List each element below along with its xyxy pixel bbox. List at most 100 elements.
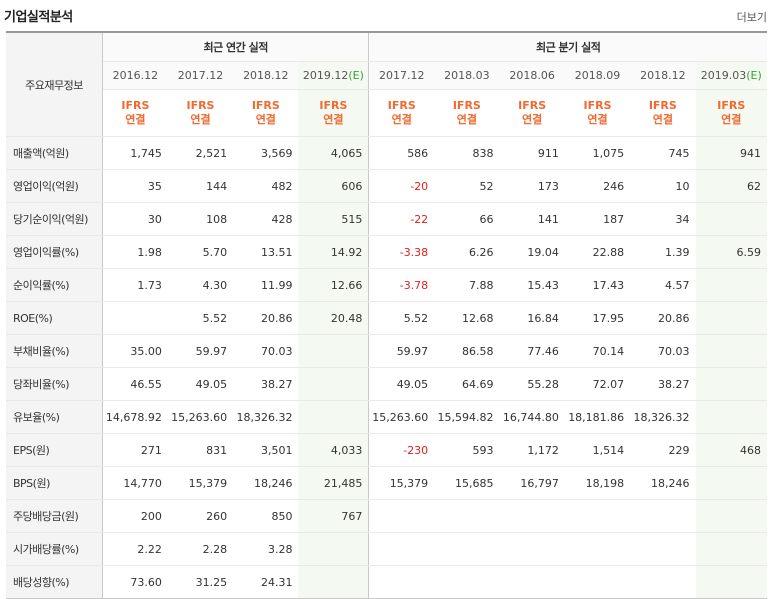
annual-value-cell: 46.55 bbox=[102, 367, 168, 401]
annual-value-cell bbox=[298, 400, 370, 434]
annual-value-cell: 606 bbox=[298, 169, 370, 203]
quarter-value-cell bbox=[695, 334, 767, 368]
annual-value-cell: 108 bbox=[167, 202, 234, 236]
annual-value-cell: 24.31 bbox=[233, 565, 299, 599]
quarter-value-cell bbox=[695, 565, 767, 599]
quarter-value-cell bbox=[499, 565, 565, 599]
quarter-value-cell bbox=[695, 499, 767, 533]
table-row: EPS(원) 271 831 3,501 4,033 -230 593 1,172 1,514 2… bbox=[6, 433, 767, 467]
quarter-value-cell bbox=[695, 400, 767, 434]
quarter-group-header: 최근 분기 실적 bbox=[368, 31, 767, 62]
annual-value-cell: 38.27 bbox=[233, 367, 299, 401]
annual-value-cell: 260 bbox=[167, 499, 234, 533]
row-label: EPS(원) bbox=[6, 433, 103, 467]
quarter-value-cell: 15.43 bbox=[499, 268, 565, 302]
annual-value-cell: 200 bbox=[102, 499, 168, 533]
quarter-value-cell: 4.57 bbox=[630, 268, 696, 302]
row-label: 매출액(억원) bbox=[6, 136, 103, 170]
ifrs-basis-label: IFRS 연결 bbox=[233, 89, 299, 137]
ifrs-basis-label: IFRS 연결 bbox=[434, 89, 500, 137]
quarter-value-cell: 62 bbox=[695, 169, 767, 203]
quarter-value-cell: 468 bbox=[695, 433, 767, 467]
annual-value-cell: 30 bbox=[102, 202, 168, 236]
quarter-value-cell: 18,246 bbox=[630, 466, 696, 500]
quarter-value-cell: 1.39 bbox=[630, 235, 696, 269]
quarter-value-cell bbox=[695, 466, 767, 500]
quarter-value-cell: 187 bbox=[564, 202, 631, 236]
annual-value-cell: 21,485 bbox=[298, 466, 370, 500]
row-label: 시가배당률(%) bbox=[6, 532, 103, 566]
quarter-value-cell: 22.88 bbox=[564, 235, 631, 269]
ifrs-basis-label: IFRS 연결 bbox=[368, 89, 435, 137]
label-header: 주요재무정보 bbox=[6, 31, 103, 137]
row-label: 주당배당금(원) bbox=[6, 499, 103, 533]
quarter-value-cell: 16,797 bbox=[499, 466, 565, 500]
quarter-value-cell: 15,379 bbox=[368, 466, 435, 500]
table-row: BPS(원) 14,770 15,379 18,246 21,485 15,379 15,6… bbox=[6, 466, 767, 500]
annual-value-cell: 70.03 bbox=[233, 334, 299, 368]
quarter-value-cell: 838 bbox=[434, 136, 500, 170]
annual-value-cell: 2.22 bbox=[102, 532, 168, 566]
quarter-value-cell: 173 bbox=[499, 169, 565, 203]
annual-period-header: 2018.12 bbox=[233, 61, 299, 90]
ifrs-basis-label: IFRS 연결 bbox=[167, 89, 234, 137]
section-header: 기업실적분석 더보기 bbox=[0, 0, 773, 30]
quarter-period-header: 2018.12 bbox=[630, 61, 696, 90]
annual-value-cell: 271 bbox=[102, 433, 168, 467]
quarter-value-cell bbox=[564, 499, 631, 533]
annual-value-cell: 20.48 bbox=[298, 301, 370, 335]
annual-value-cell bbox=[102, 301, 168, 335]
quarter-value-cell: 18,326.32 bbox=[630, 400, 696, 434]
quarter-value-cell: 17.43 bbox=[564, 268, 631, 302]
quarter-value-cell: -3.78 bbox=[368, 268, 435, 302]
quarter-value-cell: 6.59 bbox=[695, 235, 767, 269]
more-link[interactable]: 더보기 bbox=[736, 11, 767, 24]
annual-value-cell bbox=[298, 367, 370, 401]
table-row: 시가배당률(%) 2.22 2.28 3.28 bbox=[6, 532, 767, 566]
estimate-mark: (E) bbox=[348, 69, 364, 82]
annual-value-cell: 5.52 bbox=[167, 301, 234, 335]
row-label: 영업이익률(%) bbox=[6, 235, 103, 269]
annual-value-cell: 1.73 bbox=[102, 268, 168, 302]
quarter-value-cell: 12.68 bbox=[434, 301, 500, 335]
annual-value-cell: 14,678.92 bbox=[102, 400, 168, 434]
annual-value-cell bbox=[298, 334, 370, 368]
annual-value-cell: 59.97 bbox=[167, 334, 234, 368]
quarter-value-cell: 15,263.60 bbox=[368, 400, 435, 434]
annual-value-cell: 144 bbox=[167, 169, 234, 203]
ifrs-basis-label: IFRS 연결 bbox=[298, 89, 370, 137]
annual-value-cell: 18,246 bbox=[233, 466, 299, 500]
annual-value-cell: 428 bbox=[233, 202, 299, 236]
quarter-value-cell bbox=[630, 565, 696, 599]
quarter-value-cell: 586 bbox=[368, 136, 435, 170]
row-label: 순이익률(%) bbox=[6, 268, 103, 302]
annual-period-header: 2017.12 bbox=[167, 61, 234, 90]
quarter-value-cell bbox=[434, 499, 500, 533]
annual-value-cell: 767 bbox=[298, 499, 370, 533]
annual-value-cell: 11.99 bbox=[233, 268, 299, 302]
quarter-value-cell: 911 bbox=[499, 136, 565, 170]
table-row: 순이익률(%) 1.73 4.30 11.99 12.66 -3.78 7.88 15.43 1… bbox=[6, 268, 767, 302]
quarter-value-cell: 229 bbox=[630, 433, 696, 467]
annual-value-cell: 31.25 bbox=[167, 565, 234, 599]
quarter-value-cell bbox=[499, 499, 565, 533]
row-label: 배당성향(%) bbox=[6, 565, 103, 599]
quarter-value-cell bbox=[695, 367, 767, 401]
quarter-value-cell bbox=[368, 532, 435, 566]
quarter-value-cell bbox=[434, 565, 500, 599]
row-label: 영업이익(억원) bbox=[6, 169, 103, 203]
quarter-value-cell: 38.27 bbox=[630, 367, 696, 401]
annual-value-cell: 5.70 bbox=[167, 235, 234, 269]
quarter-value-cell: 1,172 bbox=[499, 433, 565, 467]
row-label: ROE(%) bbox=[6, 301, 103, 335]
ifrs-basis-label: IFRS 연결 bbox=[695, 89, 767, 137]
quarter-value-cell: -20 bbox=[368, 169, 435, 203]
quarter-value-cell: 52 bbox=[434, 169, 500, 203]
quarter-value-cell: 1,514 bbox=[564, 433, 631, 467]
annual-value-cell: 831 bbox=[167, 433, 234, 467]
table-row: 주당배당금(원) 200 260 850 767 bbox=[6, 499, 767, 533]
quarter-value-cell: 745 bbox=[630, 136, 696, 170]
quarter-value-cell bbox=[564, 532, 631, 566]
annual-value-cell bbox=[298, 532, 370, 566]
quarter-value-cell bbox=[434, 532, 500, 566]
